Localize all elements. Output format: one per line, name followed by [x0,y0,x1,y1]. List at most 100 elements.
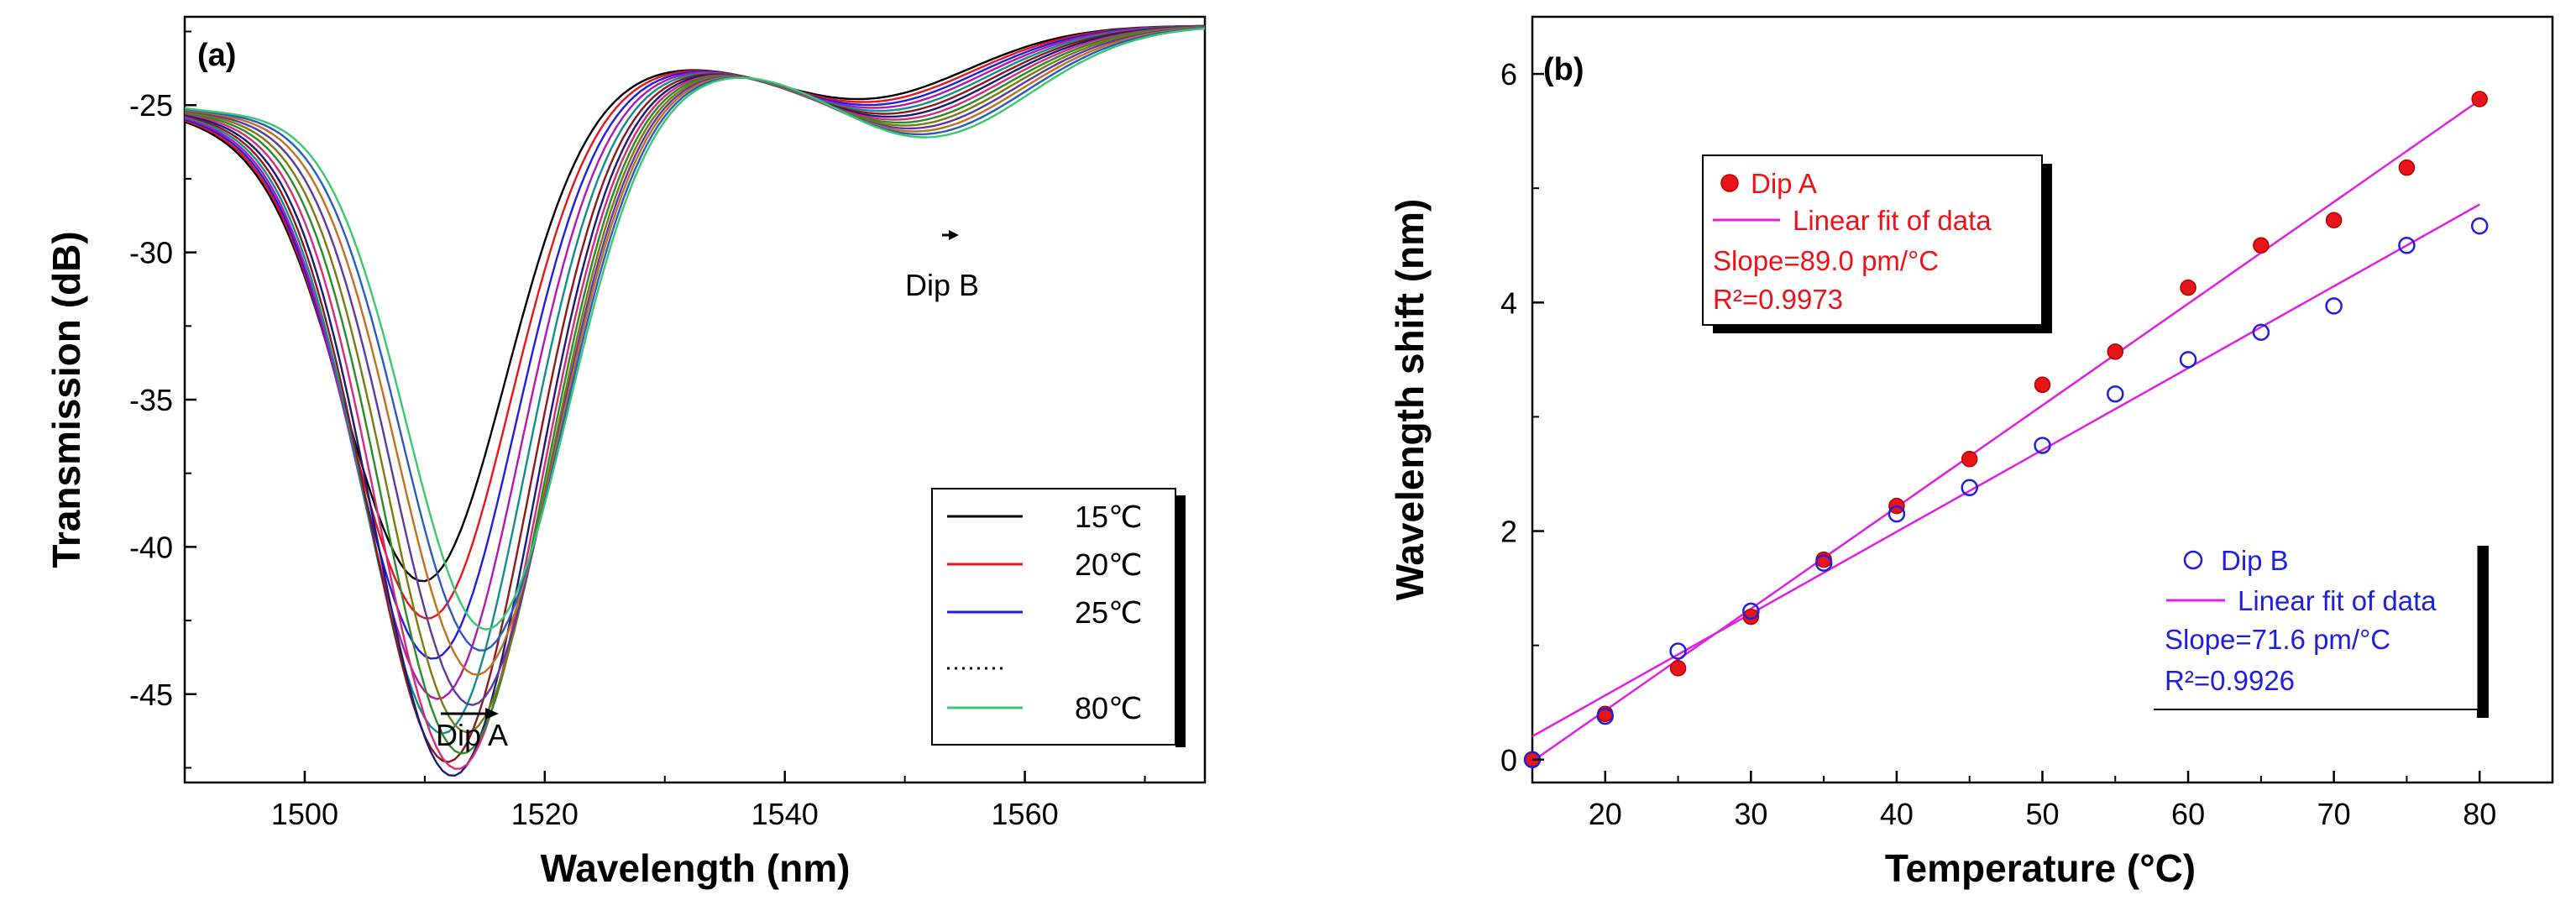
panel-b-x-tick-label: 80 [2463,797,2496,831]
panel-a-x-tick-label: 1560 [992,797,1059,831]
dip-b-arrowhead [949,230,959,240]
panel-b-x-tick-label: 30 [1734,797,1767,831]
dip-b-point [1596,707,1615,725]
spectrum-line [184,27,1206,652]
panel-b-label: (b) [1543,52,1584,87]
fit-line [1531,99,2480,762]
spectrum-line [184,26,1206,734]
panel-a-y-tick-label: -45 [129,678,173,712]
panel-b-x-tick-label: 70 [2317,797,2351,831]
dip-a-point [2325,212,2343,229]
spectrum-line [184,26,1206,676]
panel-b-x-axis-title: Temperature (°C) [1885,846,2196,890]
dip-a-slope-label: Slope=89.0 pm/°C [1713,245,1939,276]
panel-b-y-ticks: 0 2 4 6 [1500,57,1544,777]
panel-a-x-tick-label: 1520 [511,797,579,831]
dip-a-point [2034,376,2051,394]
legend-label: 20℃ [1075,547,1142,582]
panel-b-x-ticks: 20 30 40 50 60 70 80 [1589,771,2553,831]
dip-b-legend-label: Dip B [2221,545,2289,576]
dip-a-point [2398,159,2416,176]
dip-a-point [2253,237,2270,254]
dip-a-point [1669,660,1687,677]
dip-a-point [2471,91,2488,107]
panel-a-y-ticks: -25 -30 -35 -40 -45 [129,30,196,769]
spectrum-line [184,25,1206,770]
dip-b-r2-label: R²=0.9926 [2165,665,2295,696]
dip-a-point [1815,551,1832,568]
panel-a-legend: 15℃ 20℃ 25℃ 80℃ [931,488,1186,747]
dip-a-point [2180,279,2196,296]
panel-a-spectra [184,24,1206,777]
dip-b-legend-marker [2183,550,2203,570]
panel-b-x-tick-label: 40 [1880,797,1914,831]
dip-a-legend-shadow [2040,164,2052,332]
panel-b: 20 30 40 50 60 70 80 0 2 4 6 (b) Temperature (°C)… [1388,15,2554,890]
dip-b-point [2325,297,2343,315]
dip-b-point [1961,479,1978,497]
panel-a: 1500 1520 1540 1560 -25 -30 -35 -40 -45 (a) Wav… [45,15,1207,890]
dip-a-point [1742,608,1760,625]
panel-a-label: (a) [197,38,236,73]
panel-a-y-tick-label: -25 [129,88,173,123]
dip-a-arrowhead [485,708,499,720]
dip-b-slope-label: Slope=71.6 pm/°C [2165,624,2390,655]
panel-a-y-tick-label: -30 [129,236,173,270]
dip-b-fit-legend-label: Linear fit of data [2238,585,2437,616]
dip-b-point [1742,602,1760,620]
dip-a-legend: Dip A Linear fit of data Slope=89.0 pm/°… [1702,154,2052,333]
spectrum-line [184,25,1206,777]
dip-b-legend-shadow [2477,546,2489,718]
spectrum-line [184,25,1206,735]
panel-b-data-points [1523,91,2489,769]
panel-b-x-tick-label: 20 [1589,797,1622,831]
dip-b-point [2470,217,2489,235]
panel-b-y-tick-label: 4 [1500,285,1517,320]
dip-b-point [2252,323,2270,341]
panel-a-legend-items: 15℃ 20℃ 25℃ 80℃ [947,500,1142,725]
panel-b-y-tick-label: 0 [1500,743,1517,777]
dip-a-legend-box [1702,154,2043,326]
dip-b-point [1814,554,1833,572]
panel-a-legend-box [931,488,1176,746]
dip-a-annotation: Dip A [436,718,508,752]
dip-b-legend-box [2153,541,2478,710]
panel-b-x-tick-label: 50 [2025,797,2059,831]
panel-b-fit-lines [1531,99,2480,762]
panel-a-y-axis-title: Transmission (dB) [45,231,88,568]
spectrum-line [184,26,1206,706]
panel-b-y-axis-title: Wavelength shift (nm) [1388,199,1432,601]
dip-b-point [1669,642,1687,660]
spectrum-line [184,25,1206,763]
spectrum-line [184,25,1206,755]
dip-b-point [2179,351,2197,369]
legend-label: 15℃ [1075,500,1142,534]
dip-b-point [2107,385,2124,403]
dip-b-legend: Dip B Linear fit of data Slope=71.6 pm/°… [2153,541,2489,718]
panel-b-y-tick-label: 2 [1500,515,1517,549]
dip-a-point [1961,451,1978,468]
panel-a-legend-shadow [1175,495,1186,747]
panel-b-x-tick-label: 60 [2171,797,2205,831]
dip-a-r2-label: R²=0.9973 [1713,284,1843,315]
legend-label: 25℃ [1075,595,1142,630]
panel-a-x-tick-label: 1500 [271,797,338,831]
panel-a-x-ticks: 1500 1520 1540 1560 [184,771,1146,831]
fit-line [1531,203,2480,738]
panel-a-y-tick-label: -40 [129,530,173,564]
dip-a-fit-legend-label: Linear fit of data [1793,205,1992,236]
legend-label: 80℃ [1075,691,1142,725]
spectrum-line [184,27,1206,631]
dip-a-point [2107,343,2124,360]
panel-b-y-tick-label: 6 [1500,57,1517,92]
panel-a-x-axis-title: Wavelength (nm) [541,846,851,890]
dip-b-annotation: Dip B [905,268,979,302]
panel-a-y-tick-label: -35 [129,383,173,417]
dip-a-legend-marker [1720,174,1739,192]
dip-a-legend-label: Dip A [1751,168,1817,199]
panel-a-x-tick-label: 1540 [751,797,819,831]
dip-b-point [1887,505,1906,523]
dip-b-point [2034,437,2051,454]
dip-b-point [2398,236,2416,254]
